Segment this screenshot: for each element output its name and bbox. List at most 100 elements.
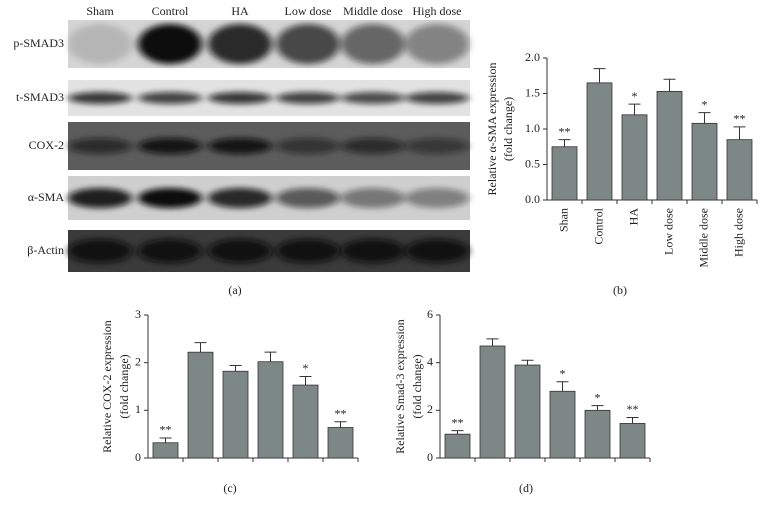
x-tick-label: Middle dose (696, 208, 710, 268)
error-bar (194, 342, 207, 353)
y-tick-label: 0.0 (525, 192, 540, 206)
bar (551, 146, 578, 201)
y-axis-label: Relative Smad-3 expression (393, 319, 407, 454)
y-tick-label: 3 (135, 307, 141, 321)
bar (726, 139, 753, 201)
y-axis-label: Relative α-SMA expression (485, 63, 499, 196)
error-bar (733, 126, 746, 140)
panel-label: (a) (228, 283, 241, 297)
significance-label: * (702, 97, 708, 111)
y-tick-label: 2 (427, 402, 433, 416)
blot-band (208, 138, 272, 154)
error-bar (264, 351, 277, 362)
blot-band (341, 188, 405, 208)
panel-label: (b) (613, 283, 627, 297)
y-tick-label: 1.5 (525, 85, 540, 99)
x-tick-label: Low dose (661, 208, 675, 255)
blot-band (405, 24, 469, 64)
significance-label: ** (160, 423, 172, 437)
y-tick-label: 1.0 (525, 121, 540, 135)
error-bar (558, 139, 571, 147)
protein-label: α-SMA (28, 190, 65, 204)
blot-band (341, 24, 405, 64)
bar (514, 364, 541, 459)
bar (621, 114, 648, 201)
x-tick-label: High dose (731, 208, 745, 257)
significance-label: ** (734, 112, 746, 126)
y-tick-label: 1 (135, 402, 141, 416)
lane-label: Low dose (285, 4, 332, 18)
blot-band (138, 188, 202, 208)
blot-band (405, 138, 469, 154)
error-bar (698, 112, 711, 124)
blot-band (208, 92, 272, 104)
y-tick-label: 0.5 (525, 156, 540, 170)
blot-band (405, 188, 469, 208)
bar (444, 433, 471, 459)
blot-band (341, 92, 405, 104)
bar (691, 122, 718, 201)
blot-band (68, 92, 132, 104)
error-bar (451, 430, 464, 435)
error-bar (663, 78, 676, 92)
lane-label: HA (231, 4, 249, 18)
x-tick-label: Shan (556, 208, 570, 232)
bar (549, 390, 576, 459)
y-tick-label: 0 (427, 450, 433, 464)
y-tick-label: 0 (135, 450, 141, 464)
panel-label: (d) (519, 481, 533, 495)
x-tick-label: Control (591, 207, 605, 244)
y-tick-label: 6 (427, 307, 433, 321)
error-bar (628, 103, 641, 115)
significance-label: ** (452, 415, 464, 429)
blot-band (68, 24, 132, 64)
blot-band (208, 24, 272, 64)
error-bar (334, 421, 347, 428)
error-bar (159, 437, 172, 443)
blot-band (68, 138, 132, 154)
y-axis-label: (fold change) (410, 354, 424, 418)
x-tick-label: HA (626, 208, 640, 226)
blot-band (405, 92, 469, 104)
significance-label: * (595, 390, 601, 404)
blot-band (276, 92, 340, 104)
error-bar (229, 365, 242, 372)
blot-band (138, 239, 202, 263)
protein-label: t-SMAD3 (16, 90, 64, 104)
error-bar (486, 338, 499, 346)
western-blot (68, 20, 470, 272)
lane-label: Sham (86, 4, 114, 18)
blot-band (341, 138, 405, 154)
y-axis-label: (fold change) (117, 354, 131, 418)
y-tick-label: 2 (135, 354, 141, 368)
error-bar (593, 68, 606, 83)
lane-label: Control (152, 4, 189, 18)
bar (327, 427, 354, 459)
y-tick-label: 2.0 (525, 50, 540, 64)
bar (257, 361, 284, 459)
significance-label: ** (627, 402, 639, 416)
blot-band (138, 24, 202, 64)
error-bar (626, 416, 639, 424)
bar (584, 409, 611, 459)
blot-band (138, 138, 202, 154)
lane-label: High dose (413, 4, 462, 18)
blot-band (276, 239, 340, 263)
bar (222, 370, 249, 459)
blot-band (68, 239, 132, 263)
error-bar (556, 381, 569, 392)
significance-label: * (632, 89, 638, 103)
bar (152, 442, 179, 459)
blot-band (276, 188, 340, 208)
bar (619, 423, 646, 459)
y-axis-label: (fold change) (501, 97, 515, 161)
bar (656, 90, 683, 201)
blot-band (208, 188, 272, 208)
blot-band (276, 24, 340, 64)
blot-band (68, 188, 132, 208)
blot-band (138, 92, 202, 104)
error-bar (521, 359, 534, 366)
significance-label: * (560, 366, 566, 380)
bar (187, 351, 214, 459)
